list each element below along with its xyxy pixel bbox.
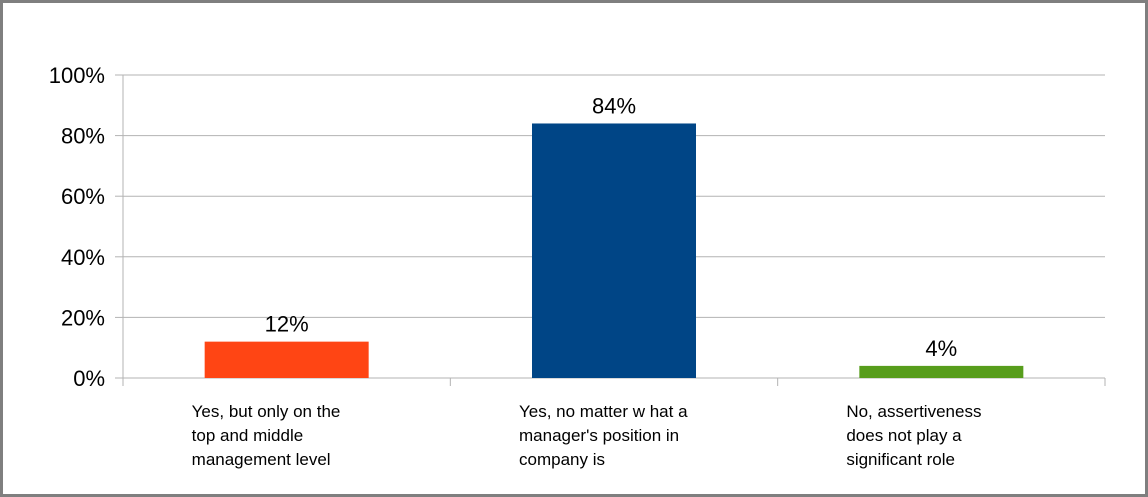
- category-label: top and middle: [192, 426, 304, 445]
- data-label: 84%: [592, 93, 636, 118]
- y-tick-label: 60%: [61, 184, 105, 209]
- data-label: 4%: [925, 336, 957, 361]
- y-tick-label: 0%: [73, 366, 105, 391]
- category-label: significant role: [846, 450, 955, 469]
- category-label: management level: [192, 450, 331, 469]
- y-tick-label: 40%: [61, 245, 105, 270]
- bar: [859, 365, 1024, 378]
- bar: [532, 123, 696, 378]
- category-label: does not play a: [846, 426, 962, 445]
- category-label: manager's position in: [519, 426, 679, 445]
- category-label: No, assertiveness: [846, 402, 981, 421]
- y-tick-label: 80%: [61, 124, 105, 149]
- category-label: company is: [519, 450, 605, 469]
- y-tick-label: 20%: [61, 305, 105, 330]
- data-label: 12%: [265, 312, 309, 337]
- bar: [204, 341, 369, 378]
- category-label: Yes, no matter w hat a: [519, 402, 688, 421]
- category-label: Yes, but only on the: [192, 402, 341, 421]
- y-tick-label: 100%: [49, 63, 105, 88]
